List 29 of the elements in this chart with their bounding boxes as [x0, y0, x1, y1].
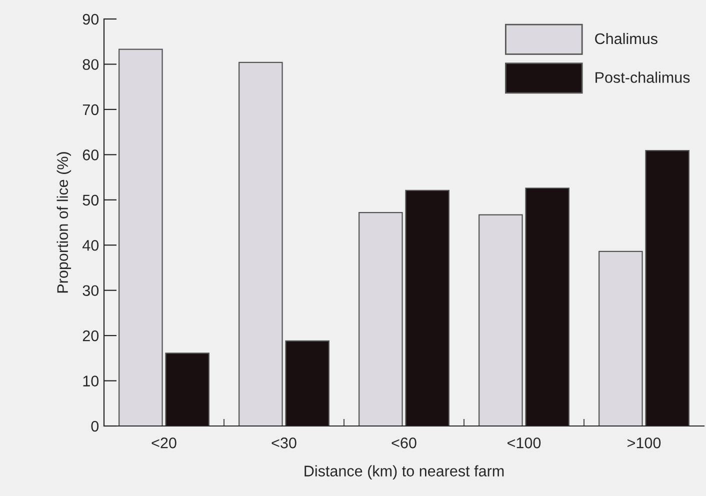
legend-label: Post-chalimus	[596, 72, 690, 83]
bar	[405, 190, 450, 426]
y-tick-label: 0	[91, 420, 99, 432]
x-tick-label: >100	[628, 438, 661, 448]
bar	[118, 48, 163, 426]
y-tick-label: 10	[83, 376, 99, 386]
x-axis-title: Distance (km) to nearest farm	[304, 465, 504, 480]
y-tick-label: 40	[82, 240, 99, 251]
y-tick-label: 60	[82, 150, 99, 160]
bar	[478, 214, 523, 426]
x-tick-label: <30	[272, 438, 296, 448]
y-tick-label: 50	[82, 194, 99, 206]
bar	[525, 188, 570, 426]
y-tick-label: 20	[82, 330, 99, 342]
y-tick-label: 80	[82, 59, 99, 70]
y-tick-label: 90	[82, 14, 99, 25]
x-tick-label: <100	[508, 438, 541, 448]
bar	[165, 352, 210, 426]
y-axis-title: Proportion of lice (%)	[56, 152, 72, 293]
y-tick-label: 30	[82, 285, 99, 296]
bar	[238, 62, 283, 426]
x-tick-label: <20	[152, 438, 176, 448]
x-tick-label: <60	[392, 438, 416, 448]
bar	[645, 150, 690, 426]
bar	[285, 340, 330, 426]
legend-label: Chalimus	[595, 32, 658, 44]
y-tick-label: 70	[82, 104, 99, 116]
bar	[598, 250, 643, 426]
bar	[358, 212, 403, 426]
